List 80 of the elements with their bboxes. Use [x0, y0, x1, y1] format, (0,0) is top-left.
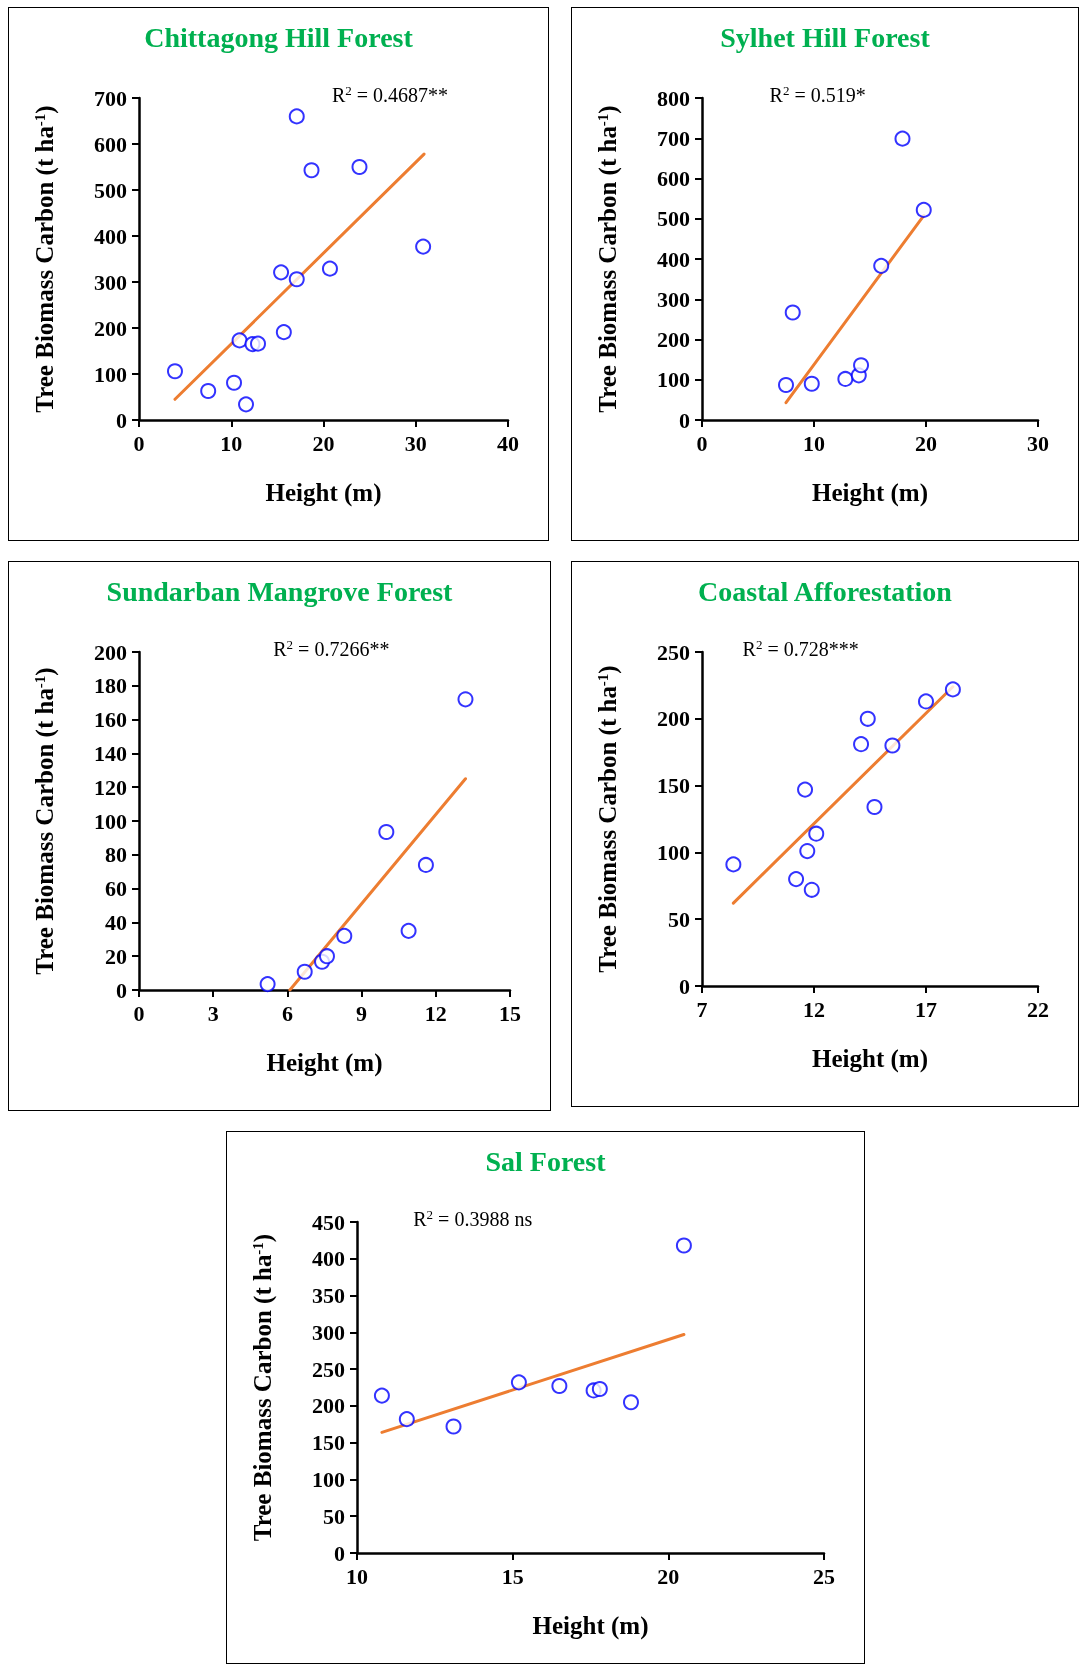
x-axis-title: Height (m)	[266, 1049, 383, 1077]
x-axis-title: Height (m)	[265, 479, 382, 507]
x-tick-label: 10	[220, 430, 243, 456]
y-tick-label: 450	[312, 1209, 345, 1235]
x-tick-label: 9	[356, 1000, 368, 1026]
x-tick-label: 22	[1027, 996, 1049, 1022]
x-tick-label: 30	[1027, 430, 1049, 456]
y-tick-label: 200	[94, 315, 127, 341]
chart-title: Sylhet Hill Forest	[720, 21, 931, 53]
y-tick-label: 80	[105, 842, 127, 868]
y-tick-label: 300	[94, 269, 127, 295]
x-tick-label: 12	[803, 996, 825, 1022]
y-tick-label: 200	[312, 1393, 345, 1419]
x-tick-label: 15	[499, 1000, 521, 1026]
y-tick-label: 100	[94, 361, 127, 387]
y-tick-label: 0	[679, 407, 690, 433]
chart-title: Chittagong Hill Forest	[144, 21, 414, 53]
y-tick-label: 100	[312, 1466, 345, 1492]
x-tick-label: 3	[207, 1000, 219, 1026]
y-tick-label: 600	[94, 131, 127, 157]
y-tick-label: 150	[312, 1430, 345, 1456]
y-tick-label: 400	[657, 246, 690, 272]
y-tick-label: 50	[668, 906, 690, 932]
x-tick-label: 12	[424, 1000, 447, 1026]
y-tick-label: 500	[94, 177, 127, 203]
y-tick-label: 160	[94, 707, 127, 733]
y-tick-label: 250	[657, 639, 690, 665]
y-tick-label: 700	[94, 85, 127, 111]
x-tick-label: 10	[803, 430, 825, 456]
x-axis-title: Height (m)	[812, 479, 928, 507]
y-tick-label: 180	[94, 673, 127, 699]
x-tick-label: 25	[813, 1563, 835, 1589]
x-tick-label: 6	[281, 1000, 293, 1026]
x-tick-label: 20	[915, 430, 937, 456]
y-tick-label: 250	[312, 1356, 345, 1382]
y-axis-title: Tree Biomass Carbon (t ha-1)	[594, 105, 622, 413]
x-tick-label: 0	[696, 430, 708, 456]
y-tick-label: 0	[116, 407, 127, 433]
y-tick-label: 140	[94, 740, 127, 766]
x-tick-label: 7	[696, 996, 708, 1022]
x-tick-label: 17	[915, 996, 937, 1022]
x-axis-title: Height (m)	[812, 1045, 928, 1073]
x-tick-label: 0	[133, 430, 145, 456]
y-tick-label: 600	[657, 166, 690, 191]
y-axis-title: Tree Biomass Carbon (t ha-1)	[31, 105, 59, 413]
y-tick-label: 0	[679, 973, 690, 999]
y-tick-label: 400	[312, 1246, 345, 1272]
y-tick-label: 100	[94, 808, 127, 834]
y-tick-label: 0	[334, 1540, 345, 1566]
y-tick-label: 100	[657, 367, 690, 393]
y-axis-title: Tree Biomass Carbon (t ha-1)	[594, 665, 622, 973]
y-tick-label: 350	[312, 1283, 345, 1309]
y-tick-label: 300	[657, 286, 690, 312]
y-tick-label: 200	[94, 639, 127, 665]
y-tick-label: 150	[657, 773, 690, 799]
y-tick-label: 50	[323, 1503, 345, 1529]
y-tick-label: 60	[105, 876, 127, 902]
y-tick-label: 120	[94, 774, 127, 800]
y-tick-label: 0	[116, 977, 127, 1003]
x-tick-label: 30	[404, 430, 427, 456]
x-axis-title: Height (m)	[532, 1612, 649, 1640]
chart-title: Coastal Afforestation	[698, 575, 953, 607]
y-axis-title: Tree Biomass Carbon (t ha-1)	[249, 1233, 277, 1542]
y-tick-label: 800	[657, 85, 690, 111]
x-tick-label: 10	[346, 1563, 368, 1589]
chart-title: Sal Forest	[485, 1145, 607, 1177]
y-axis-title: Tree Biomass Carbon (t ha-1)	[31, 667, 59, 975]
x-tick-label: 40	[497, 430, 519, 456]
y-tick-label: 20	[105, 943, 127, 969]
y-tick-label: 40	[105, 909, 127, 935]
y-tick-label: 400	[94, 223, 127, 249]
chart-title: Sundarban Mangrove Forest	[106, 575, 454, 607]
x-tick-label: 0	[133, 1000, 145, 1026]
x-tick-label: 15	[501, 1563, 524, 1589]
y-tick-label: 200	[657, 327, 690, 352]
y-tick-label: 200	[657, 706, 690, 732]
y-tick-label: 500	[657, 206, 690, 232]
y-tick-label: 700	[657, 125, 690, 151]
y-tick-label: 300	[312, 1319, 345, 1345]
y-tick-label: 100	[657, 839, 690, 865]
